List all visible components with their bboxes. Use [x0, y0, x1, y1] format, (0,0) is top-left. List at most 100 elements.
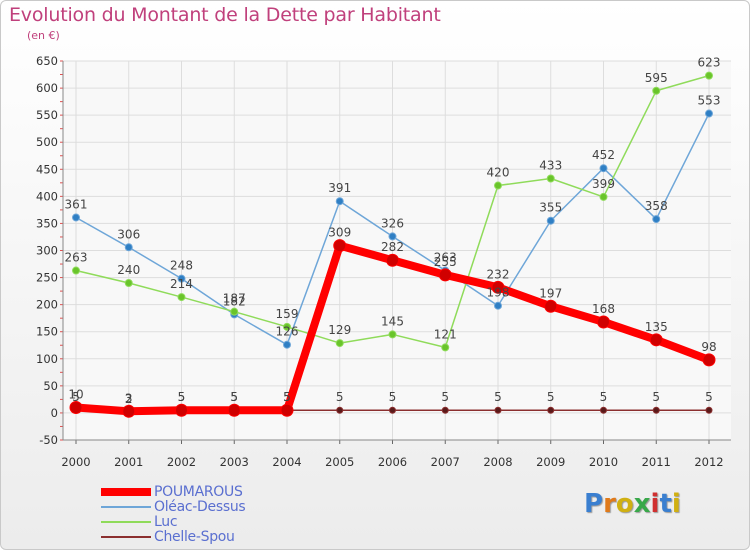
data-label: 232	[487, 267, 510, 281]
data-label: 399	[592, 177, 615, 191]
data-point	[333, 239, 347, 253]
x-tick-label: 2005	[325, 455, 354, 469]
data-label: 145	[381, 314, 404, 328]
data-point	[335, 339, 344, 348]
data-point	[544, 299, 558, 313]
data-point	[652, 86, 661, 95]
data-label: 5	[230, 390, 238, 404]
x-tick-label: 2009	[536, 455, 565, 469]
x-tick-label: 2008	[483, 455, 512, 469]
brand-letter: o	[615, 489, 634, 519]
data-point	[600, 406, 607, 414]
data-point	[438, 268, 452, 282]
data-label: 5	[283, 390, 291, 404]
data-point	[599, 164, 608, 173]
data-label: 5	[441, 390, 449, 404]
data-point	[652, 406, 660, 414]
data-label: 5	[336, 390, 344, 404]
y-tick-label: 200	[36, 298, 58, 312]
brand-logo: Proxiti	[584, 489, 681, 519]
brand-letter: i	[671, 489, 681, 519]
data-point	[599, 192, 608, 201]
data-point	[177, 293, 186, 302]
brand-letter: P	[584, 489, 604, 519]
data-point	[386, 253, 399, 267]
data-label: 5	[178, 390, 186, 404]
data-label: 2	[125, 392, 133, 406]
y-tick-label: 350	[36, 216, 58, 230]
data-label: 248	[170, 259, 193, 273]
data-point	[175, 403, 188, 417]
x-tick-label: 2007	[431, 455, 460, 469]
data-label: 255	[434, 255, 457, 269]
data-label: 326	[381, 216, 404, 230]
data-point	[72, 266, 80, 275]
data-point	[546, 216, 555, 225]
data-label: 306	[117, 227, 140, 241]
data-point	[72, 213, 80, 222]
data-label: 126	[276, 325, 299, 339]
brand-letter: i	[650, 489, 660, 519]
data-label: 187	[223, 292, 246, 306]
data-point	[705, 406, 713, 414]
data-point	[122, 404, 136, 418]
data-point	[547, 406, 555, 414]
data-label: 129	[328, 323, 351, 337]
legend-swatch	[101, 536, 151, 538]
y-tick-label: 0	[51, 406, 58, 420]
y-tick-label: 100	[36, 352, 58, 366]
legend-swatch	[101, 506, 151, 508]
data-label: 182	[223, 294, 246, 308]
x-tick-label: 2006	[378, 455, 407, 469]
y-tick-label: 450	[36, 162, 58, 176]
y-tick-label: 500	[36, 135, 58, 149]
data-label: 358	[645, 199, 668, 213]
data-label: 433	[539, 158, 562, 172]
x-tick-label: 2010	[589, 455, 618, 469]
data-point	[441, 343, 450, 352]
data-point	[388, 232, 397, 241]
data-label: 168	[592, 302, 615, 316]
data-label: 282	[381, 240, 404, 254]
data-label: 5	[230, 390, 238, 404]
y-tick-label: 250	[36, 271, 58, 285]
x-tick-label: 2012	[694, 455, 723, 469]
y-tick-label: 50	[43, 379, 58, 393]
x-tick-label: 2011	[642, 455, 671, 469]
data-point	[283, 322, 291, 331]
data-label: 5	[547, 390, 555, 404]
data-label: 263	[65, 251, 88, 265]
legend-swatch	[101, 521, 151, 523]
data-point	[335, 197, 344, 206]
data-point	[546, 174, 555, 183]
data-point	[388, 330, 397, 339]
data-point	[705, 109, 713, 118]
data-label: 355	[539, 201, 562, 215]
x-tick-label: 2003	[220, 455, 249, 469]
chart-subtitle: (en €)	[27, 29, 60, 42]
y-tick-label: 650	[36, 54, 58, 68]
data-point	[491, 280, 505, 294]
data-label: 5	[652, 390, 660, 404]
data-label: 214	[170, 277, 193, 291]
data-point	[494, 301, 502, 310]
legend-swatch	[101, 488, 151, 496]
data-label: 240	[117, 263, 140, 277]
data-label: 121	[434, 327, 457, 341]
data-point	[283, 340, 291, 349]
data-label: 595	[645, 71, 668, 85]
data-label: 5	[283, 390, 291, 404]
x-tick-label: 2002	[167, 455, 196, 469]
legend-label: Oléac-Dessus	[154, 499, 246, 515]
legend-label: Chelle-Spou	[154, 529, 235, 545]
data-label: 553	[698, 94, 721, 108]
data-point	[652, 215, 661, 224]
data-point	[494, 181, 502, 190]
data-label: 197	[539, 286, 562, 300]
data-label: 3	[125, 391, 133, 405]
legend-label: POUMAROUS	[154, 484, 243, 500]
x-tick-label: 2001	[114, 455, 143, 469]
x-tick-label: 2000	[61, 455, 90, 469]
